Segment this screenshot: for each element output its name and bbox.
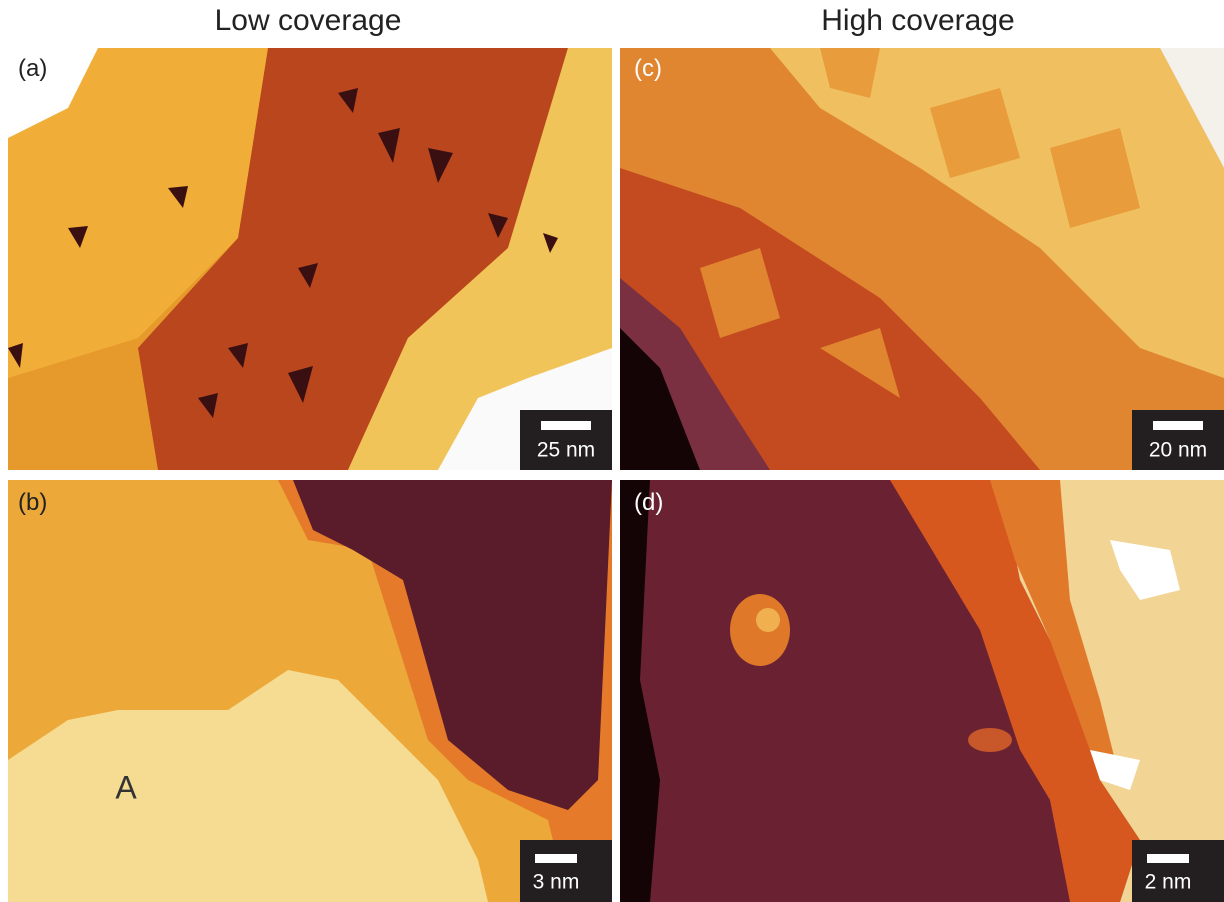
panel-label: (a) [18, 55, 47, 82]
scale-bar: 3 nm [520, 840, 612, 902]
image-region [1147, 854, 1189, 863]
panel-b: A 3 nm (b) [8, 480, 612, 902]
figure: Low coverage High coverage 25 nm (a) [0, 0, 1224, 902]
panel-label: (c) [634, 55, 662, 82]
image-region [730, 594, 790, 666]
annotation: A [115, 769, 137, 805]
image-region [535, 854, 577, 863]
image-region [1153, 421, 1203, 430]
panel-c: 20 nm (c) [620, 48, 1224, 470]
scale-bar: 25 nm [520, 410, 612, 470]
scale-bar-label: 3 nm [533, 871, 580, 894]
scale-bar-label: 2 nm [1145, 871, 1192, 894]
scale-bar: 20 nm [1132, 410, 1224, 470]
column-title: High coverage [821, 4, 1014, 37]
image-region [541, 421, 591, 430]
image-region [968, 728, 1012, 752]
panel-d: 2 nm (d) [620, 480, 1224, 902]
image-region [756, 608, 780, 632]
panel-label: (b) [18, 489, 47, 516]
column-title: Low coverage [215, 4, 402, 37]
scale-bar: 2 nm [1132, 840, 1224, 902]
scale-bar-label: 25 nm [537, 439, 595, 462]
panel-label: (d) [634, 489, 663, 516]
panel-a: 25 nm (a) [8, 48, 612, 470]
scale-bar-label: 20 nm [1149, 439, 1207, 462]
